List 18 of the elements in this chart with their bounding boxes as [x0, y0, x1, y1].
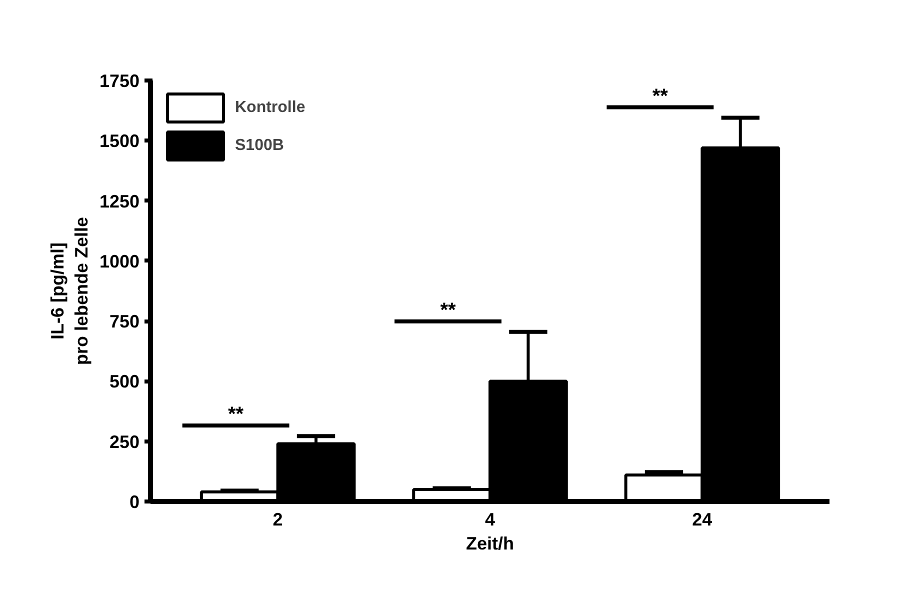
legend-label: S100B [235, 136, 284, 154]
y-tick-label: 1500 [99, 131, 140, 152]
y-tick-label: 1250 [99, 191, 140, 212]
x-tick-label: 4 [484, 510, 496, 530]
y-tick-label: 750 [109, 312, 140, 332]
x-tick-label: 24 [692, 510, 712, 530]
legend-label: Kontrolle [235, 98, 306, 116]
annotation: ** [652, 85, 668, 108]
y-tick-label: 0 [129, 492, 140, 512]
y-tick-label: 500 [109, 372, 140, 392]
x-axis-title: Zeit/h [466, 534, 514, 554]
annotation: ** [228, 404, 244, 426]
y-tick-label: 1750 [99, 71, 140, 91]
y-axis-title: IL-6 [pg/ml] pro lebende Zelle [47, 216, 92, 366]
annotation: ** [440, 299, 456, 322]
x-tick-label: 2 [272, 510, 283, 530]
y-tick-label: 250 [109, 432, 140, 452]
y-tick-label: 1000 [99, 251, 140, 272]
